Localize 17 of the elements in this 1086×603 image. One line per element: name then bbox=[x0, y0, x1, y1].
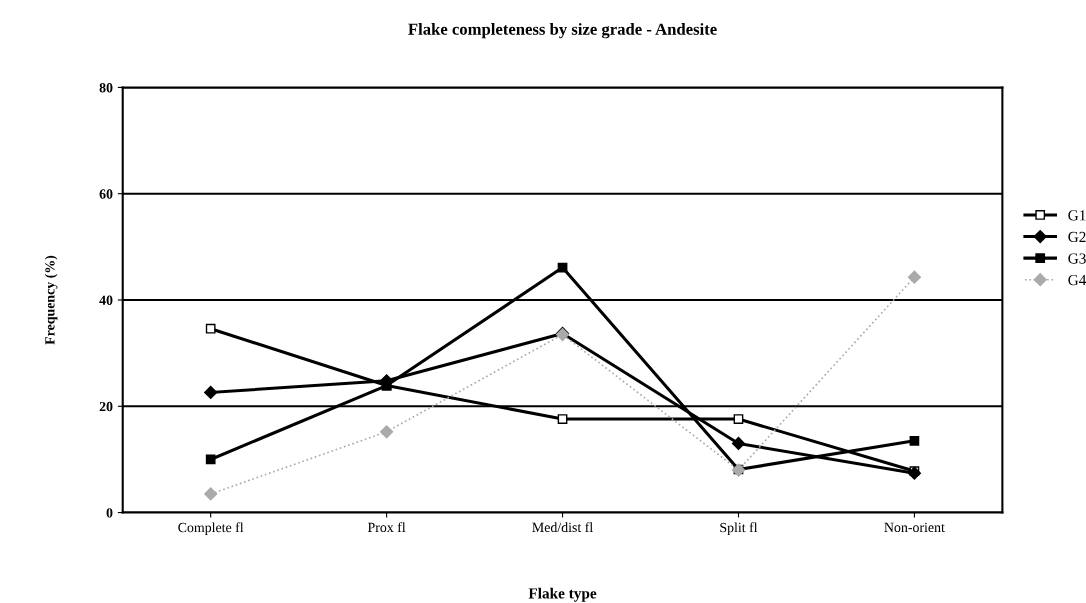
y-tick-label: 80 bbox=[99, 83, 113, 93]
y-axis-title: Frequency (%) bbox=[44, 255, 58, 345]
legend-label: G2 bbox=[1068, 231, 1086, 243]
y-tick-label: 0 bbox=[106, 508, 113, 518]
legend-label: G1 bbox=[1068, 210, 1086, 221]
y-tick-label: 60 bbox=[99, 189, 113, 199]
x-tick-label: Split fl bbox=[720, 522, 758, 536]
x-tick-label: Med/dist fl bbox=[532, 522, 593, 533]
chart-title: Flake completeness by size grade - Andesite bbox=[408, 23, 717, 39]
x-tick-label: Prox fl bbox=[367, 522, 406, 533]
x-tick-label: Complete fl bbox=[178, 522, 244, 536]
y-tick-label: 40 bbox=[99, 295, 113, 305]
legend-label: G3 bbox=[1068, 253, 1086, 264]
x-tick-label: Non-orient bbox=[884, 522, 945, 533]
y-tick-label: 20 bbox=[99, 401, 113, 412]
x-axis-title: Flake type bbox=[528, 587, 597, 602]
legend-label: G4 bbox=[1068, 274, 1086, 286]
